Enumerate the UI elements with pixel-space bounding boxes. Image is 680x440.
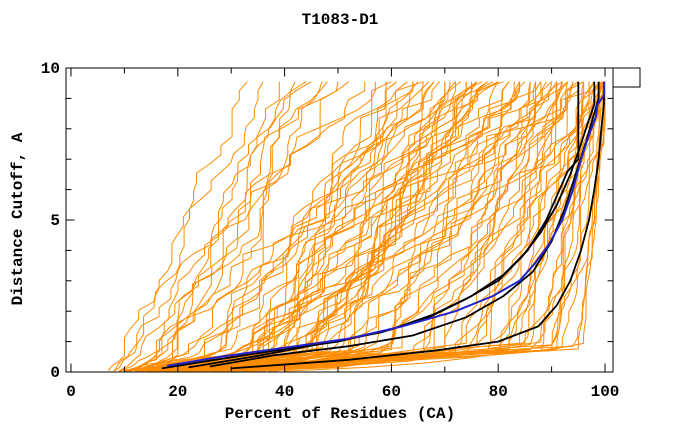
model-curve-orange (124, 81, 296, 372)
model-curve-orange (140, 81, 366, 372)
model-curve-orange (150, 81, 414, 372)
model-curve-orange (172, 81, 499, 372)
model-curve-orange (145, 81, 515, 372)
y-axis-label: Distance Cutoff, A (9, 132, 27, 306)
model-curve-orange (183, 81, 601, 372)
model-curve-orange (161, 81, 446, 372)
model-curve-orange (145, 81, 563, 372)
model-curve-orange (113, 81, 312, 372)
model-curve-orange (161, 81, 585, 372)
model-curve-orange (124, 81, 419, 372)
model-curve-orange (193, 81, 467, 372)
model-curve-orange (151, 81, 574, 372)
model-curve-orange (177, 81, 569, 372)
model-curve-orange (134, 81, 392, 372)
model-curve-orange (188, 81, 603, 372)
selected-model-black-4 (231, 81, 605, 370)
model-curve-orange (188, 81, 446, 372)
model-curve-orange (124, 81, 424, 372)
model-curve-orange (119, 81, 408, 372)
x-axis-tick-label: 60 (382, 383, 401, 401)
selected-model-black-3 (209, 81, 600, 368)
y-axis-tick-label: 5 (50, 212, 60, 230)
model-curve-orange (167, 81, 606, 372)
model-curve-orange (215, 81, 579, 372)
model-curve-orange (135, 81, 504, 372)
y-axis-tick-label: 10 (41, 60, 60, 78)
y-axis-tick-label: 0 (50, 364, 60, 382)
chart-title: T1083-D1 (301, 11, 379, 29)
x-axis-tick-label: 40 (275, 383, 294, 401)
model-curve-orange (172, 81, 467, 372)
model-curve-orange (129, 81, 398, 372)
model-curve-orange (188, 81, 521, 372)
model-curve-orange (172, 81, 595, 372)
model-curve-orange (167, 81, 558, 372)
model-curve-orange (145, 81, 478, 372)
model-curve-orange (140, 81, 323, 372)
x-axis-tick-label: 80 (489, 383, 508, 401)
model-curve-orange (231, 81, 563, 372)
model-curve-orange (209, 81, 531, 372)
model-curve-orange (199, 81, 552, 372)
model-curve-orange (156, 81, 451, 372)
x-axis-tick-label: 20 (168, 383, 187, 401)
plot-frame (65, 67, 614, 373)
model-curve-orange (134, 81, 339, 372)
x-axis-tick-label: 100 (591, 383, 620, 401)
model-curve-orange (113, 81, 264, 372)
model-curve-orange (273, 81, 606, 372)
model-curve-orange (161, 81, 584, 372)
model-curve-orange (134, 81, 307, 372)
x-axis-tick-label: 0 (66, 383, 76, 401)
model-curve-orange (135, 81, 553, 372)
model-curve-orange (156, 81, 414, 372)
model-curve-orange (183, 81, 579, 372)
model-curve-orange (231, 81, 606, 372)
model-curve-orange (129, 81, 328, 372)
model-curve-orange (268, 81, 601, 372)
model-curve-orange (188, 81, 606, 372)
model-curve-orange (199, 81, 456, 372)
model-curve-orange (193, 81, 558, 372)
x-axis-label: Percent of Residues (CA) (224, 405, 456, 423)
model-curve-orange (209, 81, 568, 372)
model-curve-orange (284, 81, 606, 372)
model-curve-orange (124, 81, 376, 372)
model-curve-orange (177, 81, 510, 372)
selected-model-black-1 (161, 81, 580, 370)
model-curve-orange (135, 81, 430, 372)
model-curve-orange (140, 81, 563, 372)
model-curve-orange (236, 81, 595, 372)
model-curve-orange (145, 81, 440, 372)
model-curve-orange (188, 81, 521, 372)
best-model-blue (166, 81, 605, 367)
corner-notch (612, 67, 641, 88)
model-curve-orange (107, 81, 248, 372)
model-curve-orange (118, 81, 350, 372)
